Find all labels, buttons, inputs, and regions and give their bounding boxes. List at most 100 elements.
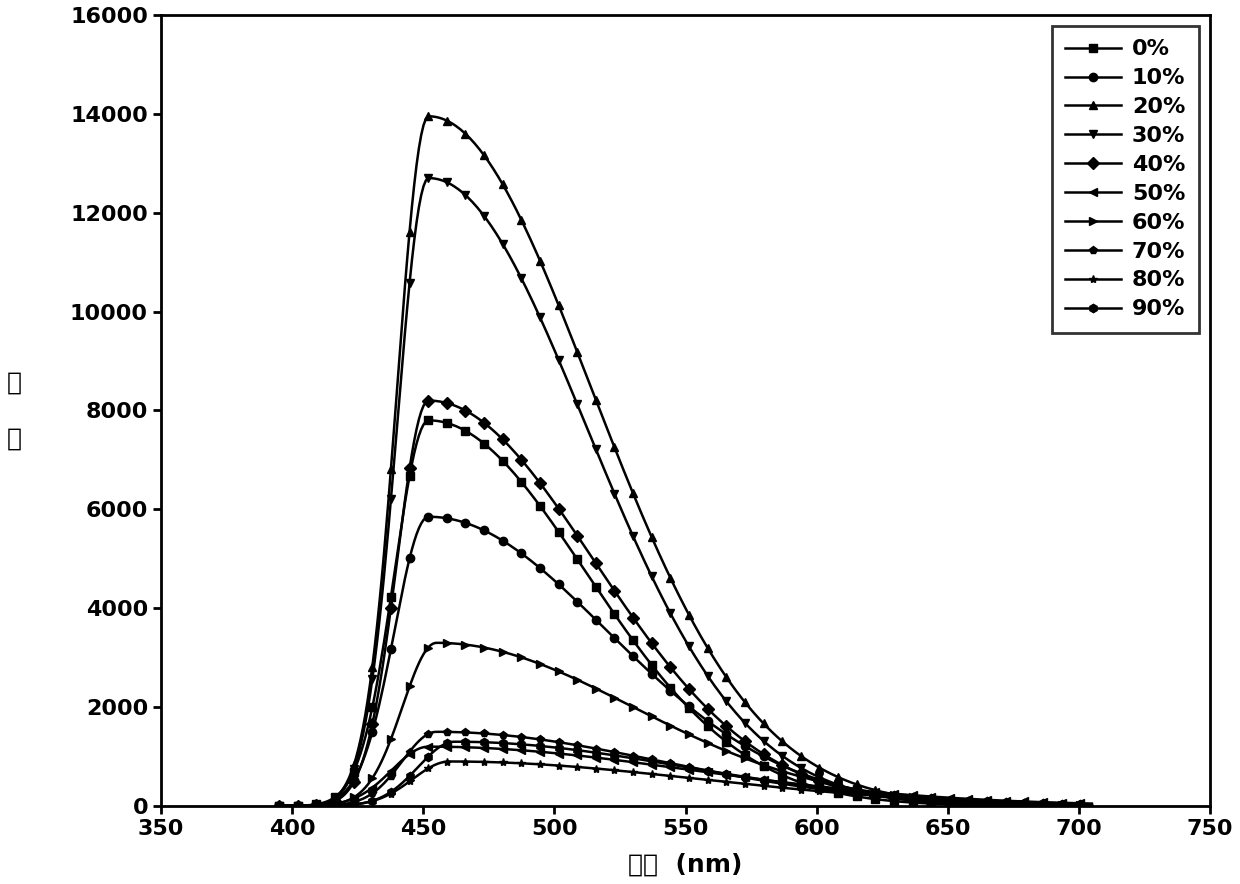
- 70%: [649, 755, 663, 766]
- 50%: [1085, 798, 1100, 809]
- 80%: [649, 769, 663, 780]
- Line: 50%: 50%: [275, 743, 1096, 810]
- 60%: [707, 741, 722, 751]
- 80%: [444, 756, 459, 766]
- 70%: [1075, 799, 1090, 810]
- 0%: [1075, 801, 1090, 812]
- 20%: [649, 543, 663, 553]
- 80%: [1052, 798, 1066, 809]
- 60%: [1052, 800, 1066, 811]
- 50%: [491, 743, 506, 754]
- 30%: [423, 173, 438, 184]
- 30%: [707, 681, 722, 691]
- 90%: [754, 774, 769, 785]
- 0%: [1085, 801, 1100, 812]
- Line: 20%: 20%: [275, 112, 1096, 810]
- 20%: [1052, 800, 1066, 811]
- 10%: [754, 750, 769, 760]
- 90%: [272, 801, 286, 812]
- 10%: [1052, 800, 1066, 811]
- Line: 40%: 40%: [275, 396, 1096, 810]
- 40%: [1075, 801, 1090, 812]
- 90%: [491, 737, 506, 748]
- 40%: [754, 747, 769, 758]
- 80%: [707, 775, 722, 786]
- 70%: [272, 801, 286, 812]
- 10%: [491, 532, 506, 543]
- 70%: [430, 727, 445, 737]
- 10%: [649, 673, 663, 683]
- Legend: 0%, 10%, 20%, 30%, 40%, 50%, 60%, 70%, 80%, 90%: 0%, 10%, 20%, 30%, 40%, 50%, 60%, 70%, 8…: [1052, 26, 1199, 332]
- Line: 70%: 70%: [275, 728, 1096, 810]
- 50%: [707, 768, 722, 779]
- 70%: [1052, 799, 1066, 810]
- Line: 90%: 90%: [275, 737, 1096, 810]
- Line: 10%: 10%: [275, 513, 1096, 810]
- 80%: [272, 801, 286, 812]
- 90%: [1052, 798, 1066, 809]
- 50%: [649, 760, 663, 771]
- 90%: [707, 766, 722, 777]
- 40%: [1085, 801, 1100, 812]
- 40%: [1052, 800, 1066, 811]
- 70%: [754, 775, 769, 786]
- Line: 80%: 80%: [275, 758, 1096, 810]
- 90%: [1085, 799, 1100, 810]
- 30%: [754, 734, 769, 744]
- Y-axis label: 强

度: 强 度: [7, 370, 22, 450]
- 60%: [754, 759, 769, 770]
- 20%: [491, 171, 506, 182]
- 20%: [272, 801, 286, 812]
- 10%: [1075, 800, 1090, 811]
- 60%: [1075, 800, 1090, 811]
- 60%: [1085, 800, 1100, 811]
- X-axis label: 波长  (nm): 波长 (nm): [629, 853, 743, 877]
- 0%: [491, 451, 506, 461]
- 90%: [1075, 799, 1090, 810]
- 90%: [449, 736, 464, 747]
- 50%: [1075, 798, 1090, 809]
- 10%: [272, 801, 286, 812]
- 0%: [707, 727, 722, 737]
- 0%: [1052, 801, 1066, 812]
- 20%: [423, 111, 438, 122]
- 20%: [754, 716, 769, 727]
- 20%: [1075, 800, 1090, 811]
- 90%: [649, 757, 663, 767]
- 60%: [430, 637, 445, 648]
- 20%: [707, 654, 722, 665]
- 30%: [1075, 801, 1090, 812]
- 60%: [272, 801, 286, 812]
- 20%: [1085, 801, 1100, 812]
- 40%: [272, 801, 286, 812]
- 80%: [1075, 799, 1090, 810]
- 70%: [491, 729, 506, 740]
- 60%: [491, 645, 506, 656]
- 70%: [1085, 800, 1100, 811]
- 30%: [649, 581, 663, 591]
- 30%: [1085, 801, 1100, 812]
- Line: 0%: 0%: [275, 416, 1096, 810]
- 40%: [491, 430, 506, 440]
- 70%: [707, 766, 722, 777]
- 10%: [423, 512, 438, 522]
- 80%: [1085, 799, 1100, 810]
- 50%: [754, 774, 769, 785]
- 10%: [707, 720, 722, 731]
- Line: 30%: 30%: [275, 174, 1096, 810]
- 60%: [649, 713, 663, 724]
- 30%: [491, 231, 506, 241]
- 40%: [707, 710, 722, 720]
- 0%: [754, 759, 769, 770]
- 50%: [423, 742, 438, 752]
- Line: 60%: 60%: [275, 638, 1096, 810]
- 80%: [491, 757, 506, 767]
- 10%: [1085, 800, 1100, 811]
- 50%: [272, 801, 286, 812]
- 40%: [649, 644, 663, 655]
- 30%: [1052, 801, 1066, 812]
- 0%: [272, 801, 286, 812]
- 0%: [420, 415, 435, 426]
- 40%: [423, 395, 438, 406]
- 80%: [754, 781, 769, 791]
